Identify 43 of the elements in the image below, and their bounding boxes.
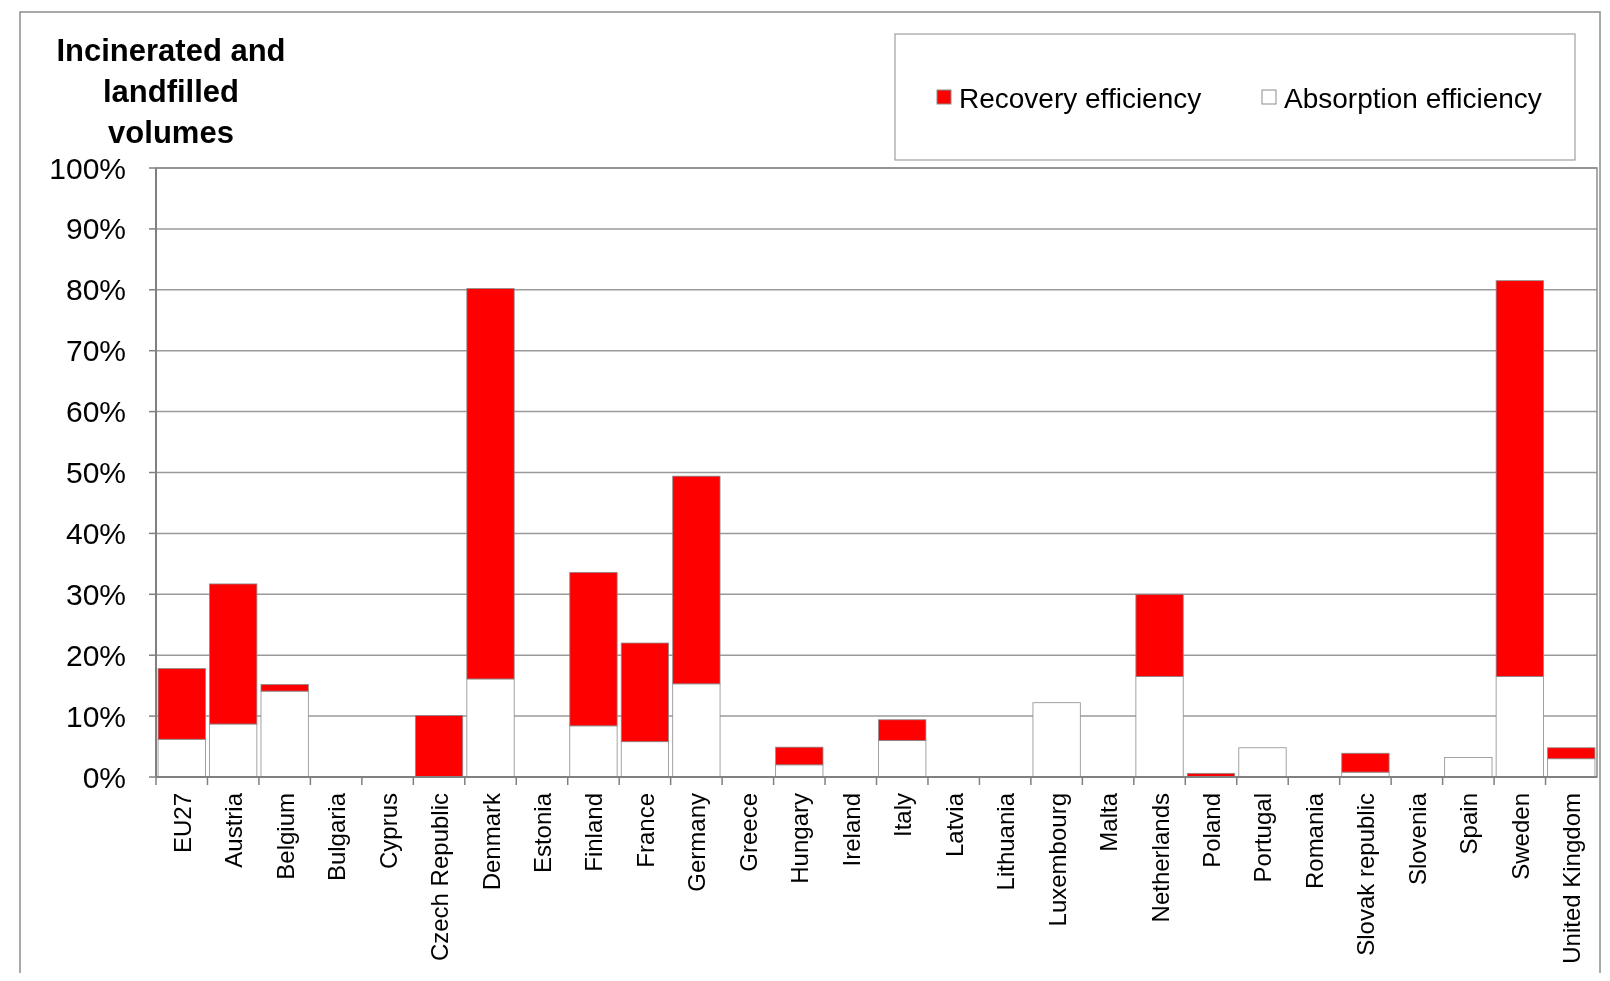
y-tick-label: 10%	[65, 699, 126, 733]
y-tick-label: 40%	[65, 516, 126, 550]
y-tick-label: 30%	[65, 577, 126, 611]
x-tick-label: Poland	[1198, 793, 1226, 868]
x-tick-label: Bulgaria	[323, 792, 351, 882]
x-tick-label: Slovenia	[1403, 792, 1431, 886]
x-tick-label: Greece	[734, 793, 762, 872]
x-tick-label: Romania	[1300, 792, 1328, 890]
y-tick-label: 70%	[65, 334, 126, 368]
x-tick-label: Estonia	[528, 792, 556, 874]
x-tick-label: Belgium	[271, 793, 299, 880]
x-tick-label: EU27	[168, 793, 196, 854]
x-tick-label: Austria	[220, 792, 248, 868]
legend-label: Recovery efficiency	[959, 82, 1202, 114]
y-tick-label: 80%	[65, 273, 126, 307]
x-tick-label: Spain	[1455, 793, 1483, 855]
y-tick-label: 60%	[65, 395, 126, 429]
bar	[1341, 752, 1390, 773]
legend-label: Absorption efficiency	[1284, 82, 1542, 114]
x-tick-label: Czech Republic	[426, 793, 454, 962]
x-tick-label: Portugal	[1249, 793, 1277, 883]
x-tick-label: United Kingdom	[1558, 793, 1586, 964]
x-tick-label: Italy	[889, 793, 917, 838]
x-tick-label: France	[631, 793, 659, 868]
x-tick-label: Slovak republic	[1352, 793, 1380, 956]
x-tick-label: Germany	[683, 793, 711, 892]
x-tick-label: Lithuania	[992, 792, 1020, 891]
x-tick-label: Cyprus	[374, 793, 402, 870]
x-tick-label: Netherlands	[1146, 793, 1174, 923]
x-tick-label: Luxembourg	[1043, 793, 1071, 927]
x-tick-label: Latvia	[940, 792, 968, 858]
x-tick-label: Denmark	[477, 792, 505, 891]
chart-title: Incinerated and landfilled volumes	[56, 33, 286, 150]
y-tick-label: 20%	[65, 638, 126, 672]
y-tick-label: 100%	[49, 151, 126, 185]
x-tick-label: Sweden	[1506, 793, 1534, 880]
x-tick-label: Finland	[580, 793, 608, 872]
y-tick-label: 0%	[82, 760, 126, 794]
x-tick-label: Ireland	[837, 793, 865, 867]
y-tick-label: 50%	[65, 456, 126, 489]
x-tick-label: Malta	[1095, 792, 1123, 852]
y-tick-label: 90%	[65, 212, 126, 246]
x-tick-label: Hungary	[786, 793, 814, 884]
